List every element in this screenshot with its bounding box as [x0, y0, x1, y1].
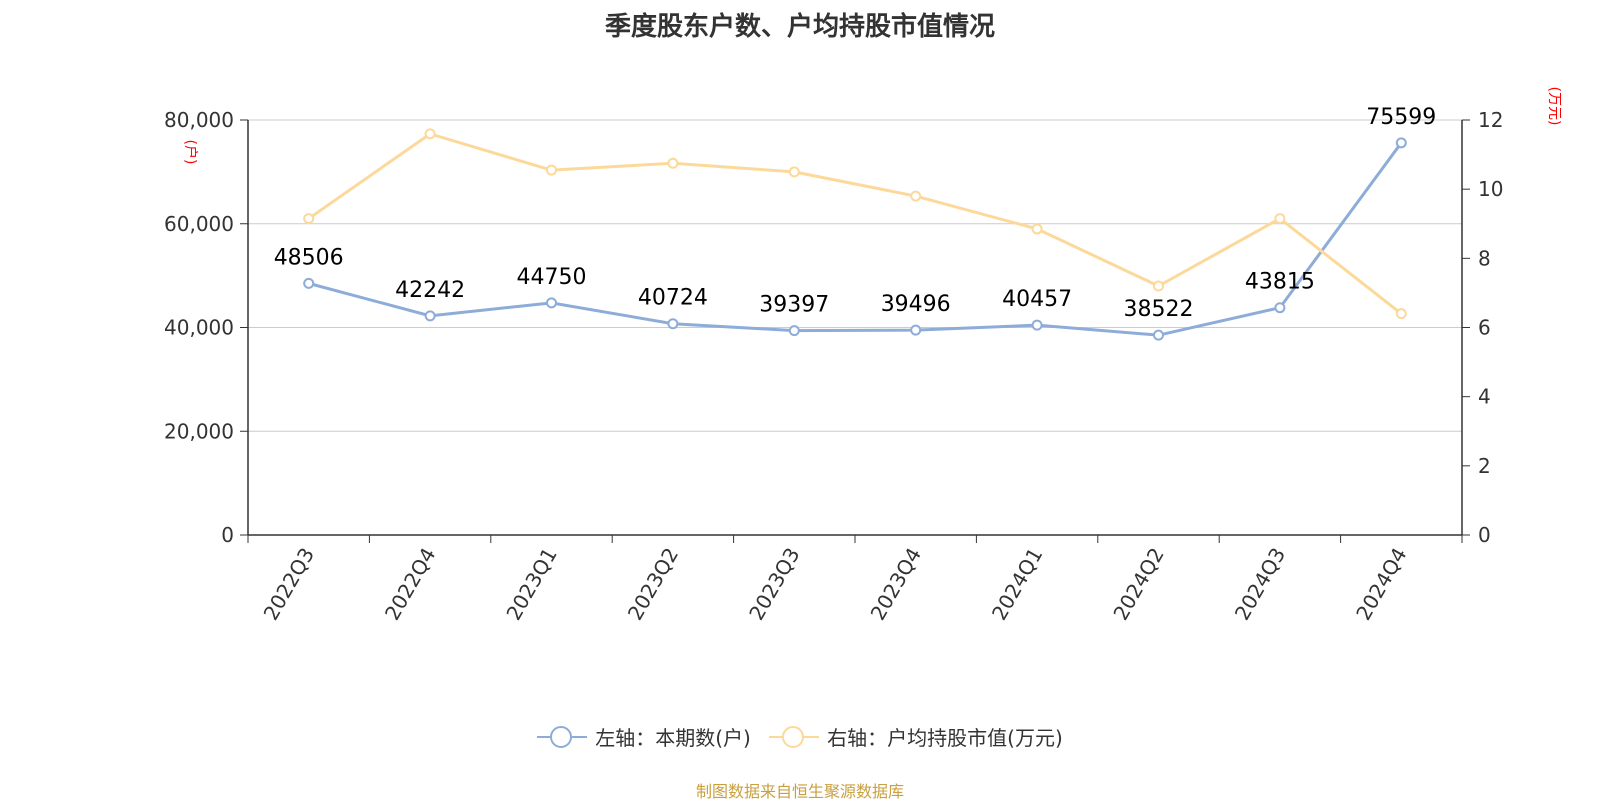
- x-axis-tick-label: 2023Q2: [623, 544, 683, 625]
- x-axis-tick-label: 2024Q1: [987, 544, 1047, 625]
- data-point: [1395, 308, 1407, 320]
- series: [303, 128, 1407, 341]
- x-axis-tick-label: 2023Q4: [866, 544, 926, 625]
- x-axis-tick-label: 2022Q3: [259, 544, 319, 625]
- right-axis-tick-label: 8: [1478, 246, 1491, 270]
- data-label: 40724: [638, 286, 708, 311]
- x-axis-tick-label: 2024Q3: [1230, 544, 1290, 625]
- data-point: [788, 325, 800, 337]
- data-point: [303, 213, 315, 225]
- legend-item-left-series[interactable]: 左轴：本期数(户): [537, 722, 751, 751]
- data-point: [1031, 223, 1043, 235]
- legend-item-right-series[interactable]: 右轴：户均持股市值(万元): [769, 722, 1063, 751]
- right-axis-tick-label: 2: [1478, 454, 1491, 478]
- data-label: 39397: [759, 293, 829, 318]
- axes: 0 20,000 40,000 60,000 80,000 0 2 4 6 8 10 12 (户) (万元…: [164, 87, 1562, 625]
- left-axis-tick-label: 20,000: [164, 419, 234, 443]
- data-label: 75599: [1366, 105, 1436, 130]
- data-label: 38522: [1124, 297, 1194, 322]
- data-point: [546, 297, 557, 309]
- data-point: [1031, 319, 1043, 331]
- data-label: 48506: [274, 245, 344, 270]
- data-point: [910, 190, 922, 202]
- legend: 左轴：本期数(户) 右轴：户均持股市值(万元): [0, 722, 1600, 753]
- left-axis-tick-label: 40,000: [164, 316, 234, 340]
- right-axis-tick-label: 4: [1478, 385, 1491, 409]
- x-axis-tick-label: 2024Q2: [1108, 544, 1168, 625]
- grid-lines: [248, 119, 1462, 432]
- data-point: [1153, 329, 1164, 341]
- data-point: [546, 164, 557, 176]
- right-axis-tick-label: 0: [1478, 523, 1491, 547]
- data-point: [788, 166, 800, 178]
- chart-title: 季度股东户数、户均持股市值情况: [604, 12, 995, 42]
- right-axis-tick-label: 6: [1478, 316, 1491, 340]
- data-point: [667, 318, 679, 330]
- x-axis-tick-label: 2022Q4: [380, 544, 440, 625]
- x-axis-tick-label: 2024Q4: [1351, 544, 1411, 625]
- data-point: [667, 157, 679, 169]
- data-point: [1395, 137, 1407, 149]
- data-point: [424, 128, 436, 140]
- data-point: [1274, 302, 1286, 314]
- data-point: [1274, 213, 1286, 225]
- x-axis-tick-label: 2023Q3: [744, 544, 804, 625]
- legend-label: 右轴：户均持股市值(万元): [827, 726, 1063, 750]
- legend-label: 左轴：本期数(户): [595, 726, 751, 750]
- legend-marker-circle-icon: [769, 725, 820, 748]
- left-axis-tick-label: 0: [221, 523, 234, 547]
- data-label: 40457: [1002, 287, 1072, 312]
- left-axis-tick-label: 80,000: [164, 108, 234, 132]
- series-line: [308, 141, 1403, 337]
- data-source: 制图数据来自恒生聚源数据库: [695, 782, 904, 801]
- data-label: 42242: [395, 278, 465, 303]
- data-labels: 48506 42242 44750 40724 39397 39496 40457 38522…: [274, 105, 1437, 322]
- data-label: 44750: [517, 265, 587, 290]
- legend-marker-circle-icon: [537, 725, 588, 748]
- right-axis-unit: (万元): [1546, 87, 1562, 126]
- right-axis-tick-label: 12: [1478, 108, 1503, 132]
- left-axis-tick-label: 60,000: [164, 212, 234, 236]
- data-label: 43815: [1245, 270, 1315, 295]
- right-axis-tick-label: 10: [1478, 177, 1503, 201]
- data-point: [910, 324, 922, 336]
- left-axis-unit: (户): [182, 140, 199, 165]
- data-label: 39496: [881, 292, 951, 317]
- data-point: [303, 277, 315, 289]
- x-axis-tick-label: 2023Q1: [501, 544, 561, 625]
- data-point: [424, 310, 436, 322]
- series-line: [307, 132, 1403, 315]
- data-point: [1153, 280, 1164, 292]
